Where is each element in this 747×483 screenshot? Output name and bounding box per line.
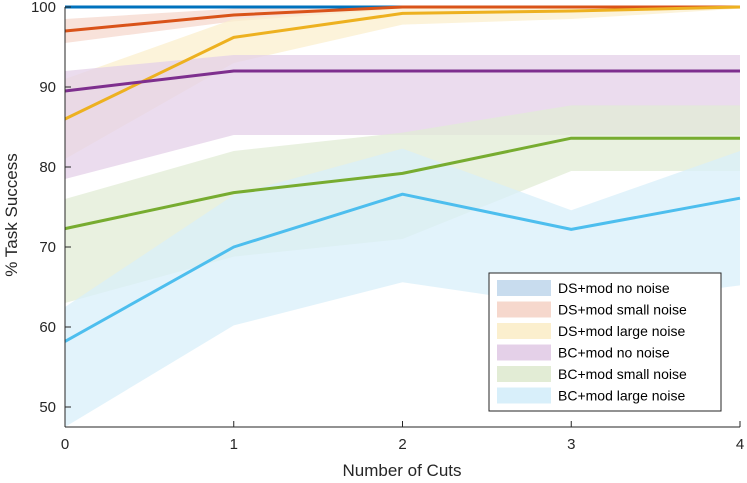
- legend-swatch-5: [497, 387, 551, 404]
- band-series-2: [65, 7, 740, 159]
- legend-label-0: DS+mod no noise: [558, 280, 670, 296]
- line-series-4: [64, 136, 740, 231]
- x-axis-title: Number of Cuts: [342, 461, 461, 480]
- x-tick-label: 3: [567, 436, 575, 453]
- legend-swatch-2: [497, 323, 551, 339]
- y-tick-label: 50: [39, 399, 56, 416]
- y-tick-label: 70: [39, 239, 56, 256]
- legend-swatch-4: [497, 366, 551, 382]
- x-tick-label: 4: [736, 436, 744, 453]
- legend-label-5: BC+mod large noise: [558, 388, 685, 404]
- legend-swatch-1: [497, 301, 551, 318]
- y-tick-label: 90: [39, 79, 56, 96]
- legend-swatch-3: [497, 344, 551, 361]
- y-tick-label: 80: [39, 159, 56, 176]
- line-series-5: [64, 192, 741, 343]
- line-series-1: [64, 5, 740, 33]
- axes: 0 1 2 3 4 50 60 70 80 90 100: [31, 0, 744, 453]
- legend-label-4: BC+mod small noise: [558, 366, 687, 382]
- legend-label-2: DS+mod large noise: [558, 323, 685, 339]
- legend-label-3: BC+mod no noise: [558, 345, 670, 361]
- y-tick-label: 100: [31, 0, 56, 16]
- y-axis-title: % Task Success: [2, 153, 21, 276]
- legend: DS+mod no noise DS+mod small noise DS+mod …: [488, 272, 722, 412]
- x-tick-label: 1: [230, 436, 238, 453]
- x-tick-label: 2: [398, 436, 406, 453]
- confidence-bands: [65, 7, 740, 427]
- band-series-5: [65, 148, 740, 427]
- legend-swatch-0: [497, 280, 551, 296]
- line-series-3: [64, 69, 740, 93]
- y-tick-label: 60: [39, 319, 56, 336]
- legend-label-1: DS+mod small noise: [558, 302, 687, 318]
- band-series-3: [65, 55, 740, 179]
- line-series-2: [64, 5, 741, 121]
- x-tick-label: 0: [61, 436, 69, 453]
- series-lines: [64, 5, 741, 343]
